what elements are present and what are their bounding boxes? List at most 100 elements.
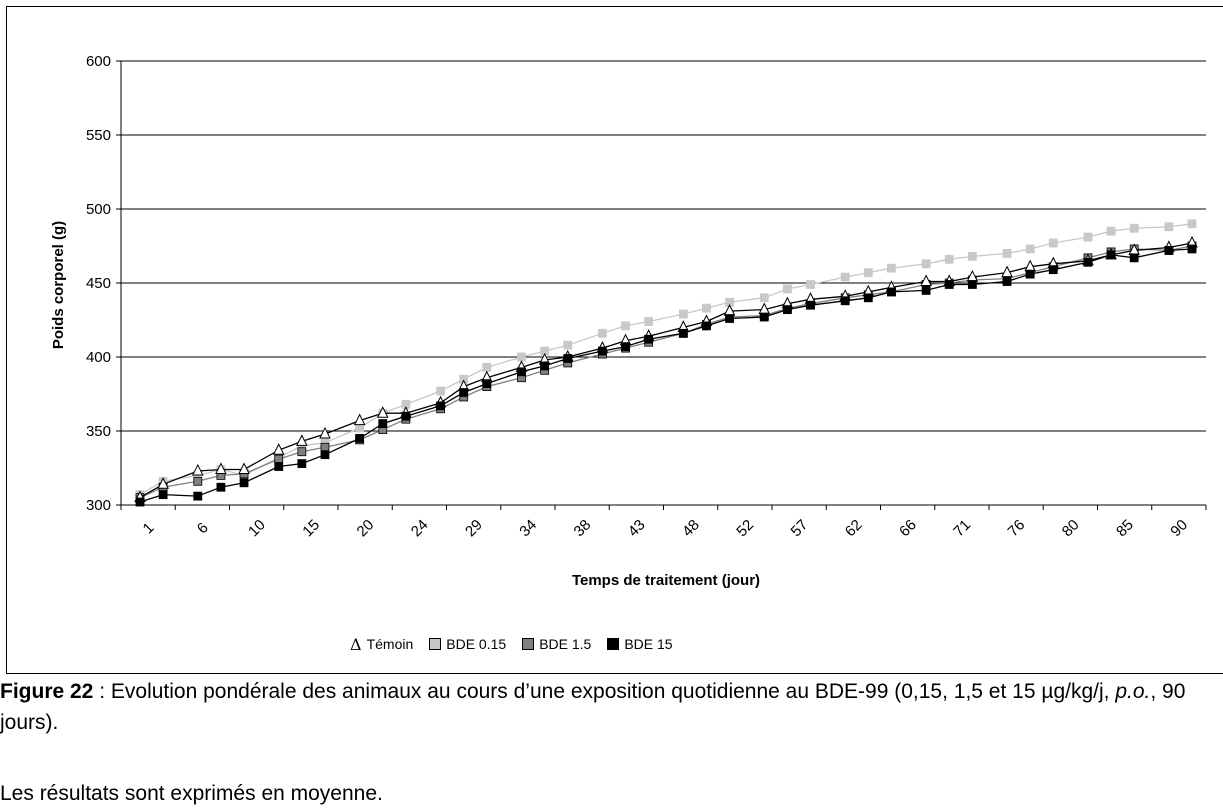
data-point — [967, 251, 977, 261]
data-point — [702, 303, 711, 313]
chart-frame — [6, 6, 1223, 674]
data-point — [1129, 223, 1139, 233]
x-tick-label: 20 — [354, 516, 378, 540]
legend-item-temoin: Δ Témoin — [350, 635, 413, 654]
x-tick-label: 85 — [1113, 516, 1137, 540]
series-line — [139, 245, 1193, 499]
data-point — [621, 342, 630, 352]
x-tick-label: 10 — [245, 516, 269, 540]
x-tick-label: 43 — [625, 516, 649, 540]
axes: 300 350 400 450 500 550 600 1 6 10 15 20 24 29 34 38 43 4… — [86, 53, 1207, 540]
x-tick-label: 48 — [679, 516, 703, 540]
data-point — [1025, 244, 1035, 254]
results-note: Les résultats sont exprimés en moyenne. — [0, 782, 383, 805]
data-point — [1048, 238, 1058, 248]
x-tick-label: 80 — [1059, 516, 1083, 540]
data-point — [378, 419, 388, 429]
data-point — [296, 434, 308, 446]
data-point — [1187, 244, 1197, 254]
x-tick-label: 24 — [408, 516, 432, 540]
y-tick-label: 350 — [86, 423, 111, 440]
data-point — [274, 462, 284, 471]
data-point — [540, 361, 550, 371]
black-square-icon — [607, 638, 620, 650]
data-point — [193, 491, 203, 501]
data-point — [840, 296, 850, 306]
data-point — [517, 352, 526, 362]
data-point — [806, 300, 815, 310]
data-point — [353, 413, 366, 426]
y-tick-label: 600 — [86, 53, 111, 70]
data-point — [1129, 253, 1139, 263]
data-point — [920, 274, 932, 287]
data-point — [644, 317, 654, 326]
data-point — [1083, 232, 1093, 242]
data-point — [1187, 219, 1197, 229]
data-point — [644, 334, 654, 344]
data-point — [135, 497, 145, 507]
data-point — [1106, 250, 1116, 260]
legend-label: BDE 0.15 — [446, 636, 507, 652]
data-point — [1002, 248, 1012, 258]
data-point — [1025, 269, 1035, 279]
data-point — [563, 354, 573, 363]
data-point — [320, 450, 330, 460]
caption-text: : Evolution pondérale des animaux au cou… — [93, 680, 1116, 703]
data-point — [806, 280, 815, 289]
x-tick-label: 57 — [788, 516, 812, 540]
data-point — [1002, 277, 1012, 286]
data-point — [759, 312, 769, 322]
caption-text-end: , 90 jours). — [0, 680, 1186, 734]
data-point — [887, 263, 896, 273]
data-point — [482, 379, 492, 389]
data-point — [215, 462, 227, 474]
series-line — [139, 223, 1193, 496]
x-tick-label: 66 — [896, 516, 920, 540]
data-point — [482, 362, 492, 372]
x-tick-label: 62 — [842, 516, 866, 540]
data-point — [563, 340, 573, 350]
data-point — [157, 477, 169, 489]
data-point — [863, 293, 873, 303]
y-tick-label: 300 — [86, 497, 111, 514]
data-point — [944, 280, 954, 289]
y-tick-label: 550 — [86, 127, 111, 144]
series-line — [139, 248, 1193, 503]
data-point — [598, 346, 607, 356]
legend-item-bde-15: BDE 15 — [607, 636, 673, 652]
data-point — [517, 367, 526, 377]
data-point — [944, 254, 954, 264]
data-point — [355, 433, 365, 443]
data-point — [840, 272, 850, 282]
data-point — [782, 284, 792, 294]
caption-italic: p.o. — [1115, 680, 1151, 703]
y-tick-label: 500 — [86, 201, 111, 218]
data-point — [319, 426, 331, 439]
figure-caption: Figure 22 : Evolution pondérale des anim… — [0, 676, 1223, 738]
data-point — [921, 285, 931, 295]
data-point — [678, 328, 688, 338]
data-point — [436, 386, 445, 396]
data-point — [274, 454, 284, 464]
data-point — [1001, 265, 1013, 278]
data-point — [782, 305, 792, 315]
x-tick-label: 6 — [194, 519, 212, 537]
data-point — [459, 388, 469, 397]
data-point — [759, 293, 769, 303]
data-point — [1106, 226, 1116, 236]
y-tick-label: 400 — [86, 349, 111, 366]
grid-lines — [121, 60, 1206, 432]
data-point — [678, 309, 688, 319]
data-point — [921, 259, 931, 269]
data-point — [702, 321, 711, 331]
series-layer — [134, 219, 1198, 507]
legend: Δ Témoin BDE 0.15 BDE 1.5 BDE 15 — [350, 633, 689, 655]
data-point — [863, 268, 873, 278]
triangle-icon: Δ — [350, 634, 362, 654]
data-point — [238, 462, 250, 474]
x-tick-label: 29 — [462, 516, 486, 540]
x-tick-label: 15 — [299, 516, 323, 540]
data-point — [1083, 257, 1093, 267]
data-point — [436, 401, 445, 411]
x-tick-label: 38 — [571, 516, 595, 540]
